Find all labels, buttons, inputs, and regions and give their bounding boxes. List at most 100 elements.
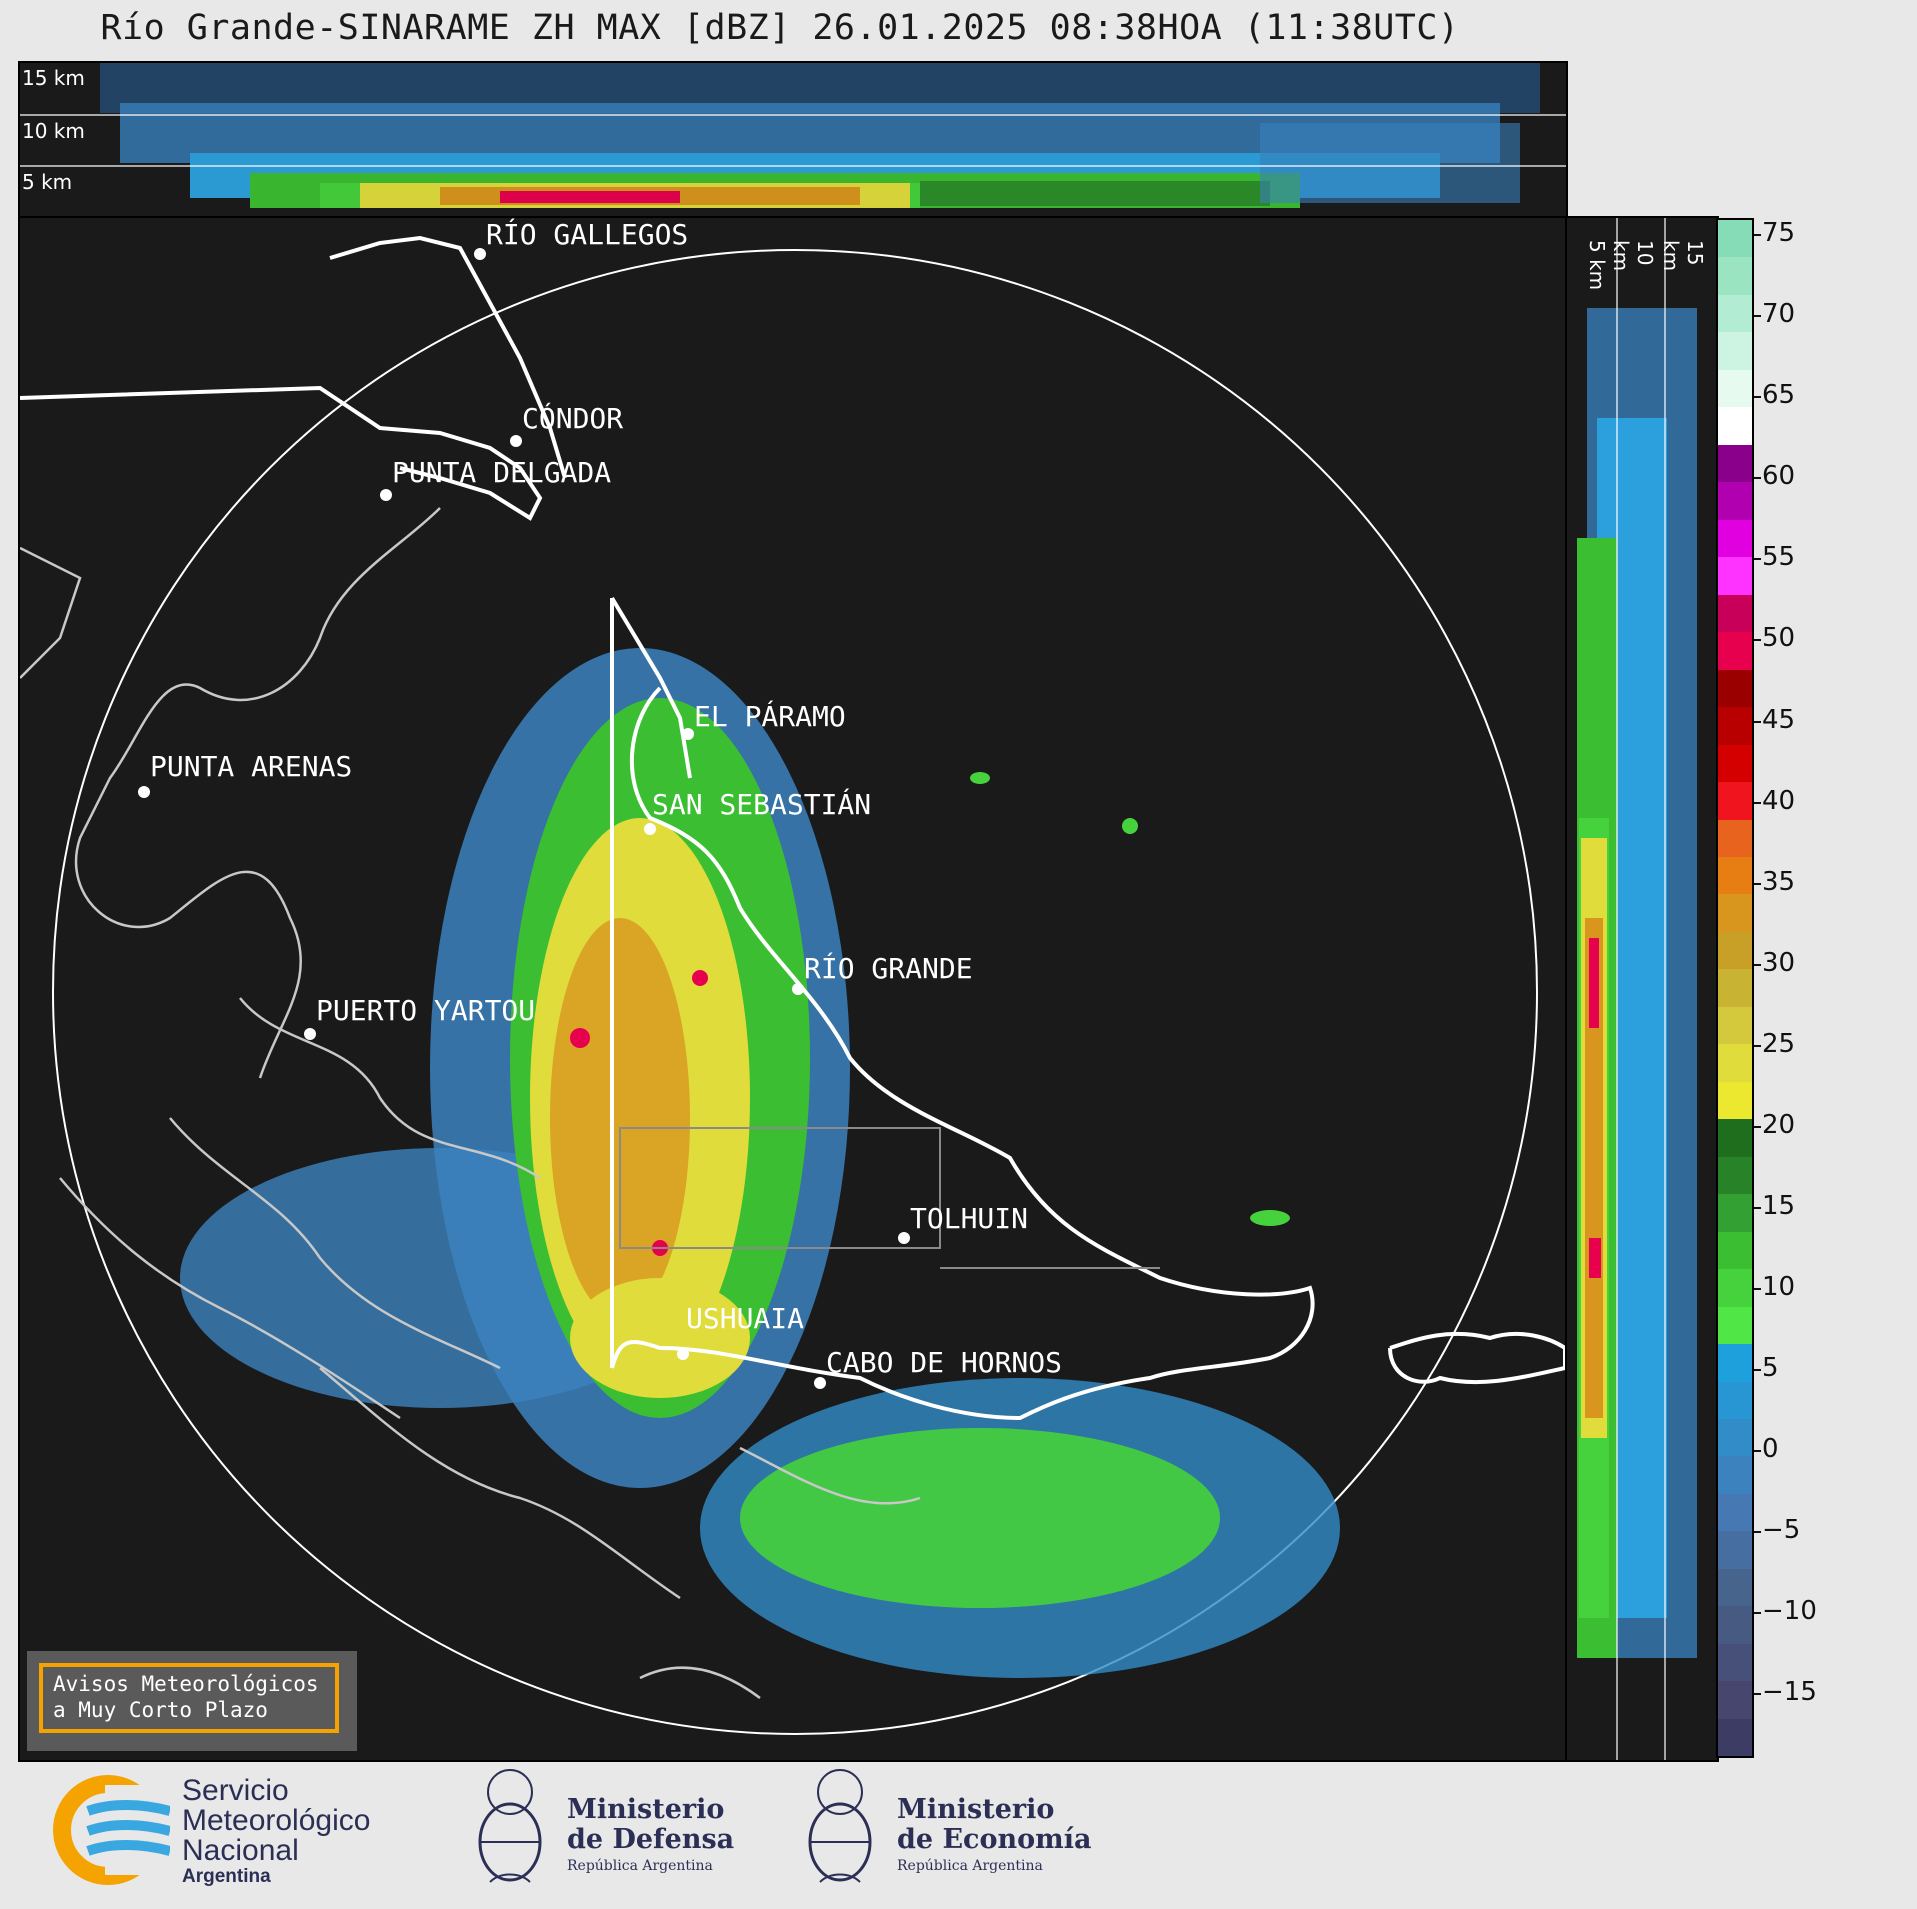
side-label-15km: 15 km xyxy=(1659,240,1707,272)
colorbar-tick-mark xyxy=(1754,963,1761,966)
avisos-panel[interactable]: Avisos Meteorológicos a Muy Corto Plazo xyxy=(27,1651,357,1751)
colorbar-band xyxy=(1718,444,1752,483)
economia-line-1: Ministerio xyxy=(897,1794,1055,1825)
admin-boundary xyxy=(619,1127,1160,1269)
colorbar-band xyxy=(1718,1269,1752,1307)
colorbar-tick-label: 35 xyxy=(1762,866,1796,897)
radar-map: RÍO GALLEGOS CÓNDOR PUNTA DELGADA EL PÁR… xyxy=(18,216,1568,1762)
colorbar-band xyxy=(1718,369,1752,408)
colorbar-band xyxy=(1718,1344,1752,1382)
colorbar xyxy=(1716,218,1754,1758)
colorbar-band xyxy=(1718,782,1752,820)
colorbar-tick-label: 70 xyxy=(1762,299,1796,330)
colorbar-band xyxy=(1718,1231,1752,1270)
city-label-punta-delgada: PUNTA DELGADA xyxy=(392,456,612,489)
colorbar-tick-label: 5 xyxy=(1762,1352,1779,1383)
colorbar-tick-label: 25 xyxy=(1762,1028,1796,1059)
smn-line-2: Meteorológico xyxy=(182,1804,371,1837)
colorbar-tick-label: −5 xyxy=(1762,1515,1801,1546)
colorbar-band xyxy=(1718,1718,1752,1756)
smn-emblem-icon xyxy=(53,1775,175,1885)
colorbar-tick-mark xyxy=(1754,396,1761,399)
city-label-puerto-yartou: PUERTO YARTOU xyxy=(316,994,536,1027)
defensa-line-3: República Argentina xyxy=(567,1858,713,1874)
colorbar-band xyxy=(1718,1531,1752,1569)
coat-of-arms-icon xyxy=(808,1769,872,1883)
colorbar-tick-mark xyxy=(1754,720,1761,723)
top-label-10km: 10 km xyxy=(22,119,85,143)
top-cross-section: 15 km 10 km 5 km xyxy=(18,61,1568,219)
city-label-ushuaia: USHUAIA xyxy=(686,1302,805,1335)
colorbar-band xyxy=(1718,1044,1752,1082)
colorbar-band xyxy=(1718,969,1752,1007)
colorbar-band xyxy=(1718,856,1752,895)
side-cross-section: 5 km 10 km 15 km xyxy=(1565,216,1719,1762)
reflectivity-field xyxy=(180,648,1340,1678)
smn-logo xyxy=(50,1775,175,1885)
colorbar-band xyxy=(1718,1081,1752,1120)
map-title: Río Grande-SINARAME ZH MAX [dBZ] 26.01.2… xyxy=(100,8,1460,48)
borders xyxy=(20,235,1566,1421)
side-label-5km: 5 km xyxy=(1585,240,1609,291)
side-cross-section-image xyxy=(1577,218,1697,1760)
city-label-san-sebastian: SAN SEBASTIÁN xyxy=(652,788,872,821)
colorbar-band xyxy=(1718,1456,1752,1494)
colorbar-band xyxy=(1718,1006,1752,1045)
colorbar-tick-mark xyxy=(1754,1206,1761,1209)
radar-map-image xyxy=(20,235,1566,1735)
economia-text: Ministerio de Economía República Argenti… xyxy=(897,1795,1091,1877)
colorbar-tick-mark xyxy=(1754,1612,1761,1615)
colorbar-tick-label: 50 xyxy=(1762,623,1796,654)
colorbar-tick-mark xyxy=(1754,882,1761,885)
colorbar-band xyxy=(1718,1194,1752,1232)
colorbar-tick-label: 40 xyxy=(1762,785,1796,816)
colorbar-tick-mark xyxy=(1754,315,1761,318)
defensa-text: Ministerio de Defensa República Argentin… xyxy=(567,1795,734,1877)
colorbar-tick-label: 20 xyxy=(1762,1109,1796,1140)
colorbar-band xyxy=(1718,1119,1752,1157)
defensa-line-2: de Defensa xyxy=(567,1824,735,1855)
coastlines xyxy=(20,507,921,1700)
colorbar-tick-label: 55 xyxy=(1762,542,1796,573)
colorbar-band xyxy=(1718,1643,1752,1682)
colorbar-band xyxy=(1718,594,1752,633)
smn-line-3: Nacional xyxy=(182,1834,299,1867)
smn-line-4: Argentina xyxy=(182,1866,271,1887)
colorbar-tick-label: 60 xyxy=(1762,461,1796,492)
colorbar-band xyxy=(1718,332,1752,370)
colorbar-band xyxy=(1718,1381,1752,1419)
colorbar-band xyxy=(1718,407,1752,445)
avisos-line-1: Avisos Meteorológicos xyxy=(53,1672,319,1696)
economia-logo xyxy=(800,1762,880,1901)
colorbar-tick-label: 65 xyxy=(1762,380,1796,411)
smn-text: Servicio Meteorológico Nacional Argentin… xyxy=(182,1776,370,1888)
city-label-el-paramo: EL PÁRAMO xyxy=(694,700,846,733)
colorbar-band xyxy=(1718,519,1752,558)
colorbar-band xyxy=(1718,1156,1752,1195)
colorbar-tick-label: 45 xyxy=(1762,704,1796,735)
side-label-10km: 10 km xyxy=(1609,240,1657,272)
city-label-tolhuin: TOLHUIN xyxy=(910,1202,1029,1235)
top-label-5km: 5 km xyxy=(22,170,73,194)
colorbar-band xyxy=(1718,1493,1752,1532)
colorbar-band xyxy=(1718,1306,1752,1345)
colorbar-band xyxy=(1718,557,1752,595)
colorbar-tick-mark xyxy=(1754,1287,1761,1290)
city-label-rio-gallegos: RÍO GALLEGOS xyxy=(486,218,689,251)
colorbar-band xyxy=(1718,257,1752,295)
defensa-logo xyxy=(470,1762,550,1901)
colorbar-tick-label: 15 xyxy=(1762,1190,1796,1221)
top-label-15km: 15 km xyxy=(22,66,85,90)
colorbar-band xyxy=(1718,669,1752,708)
city-label-punta-arenas: PUNTA ARENAS xyxy=(150,750,353,783)
colorbar-tick-mark xyxy=(1754,1693,1761,1696)
avisos-link[interactable]: Avisos Meteorológicos a Muy Corto Plazo xyxy=(39,1663,339,1733)
economia-line-2: de Economía xyxy=(897,1824,1092,1855)
colorbar-tick-mark xyxy=(1754,1368,1761,1371)
colorbar-tick-label: 30 xyxy=(1762,947,1796,978)
colorbar-band xyxy=(1718,294,1752,333)
colorbar-band xyxy=(1718,1568,1752,1607)
city-label-condor: CÓNDOR xyxy=(522,402,624,435)
colorbar-tick-mark xyxy=(1754,1531,1761,1534)
colorbar-tick-mark xyxy=(1754,1044,1761,1047)
